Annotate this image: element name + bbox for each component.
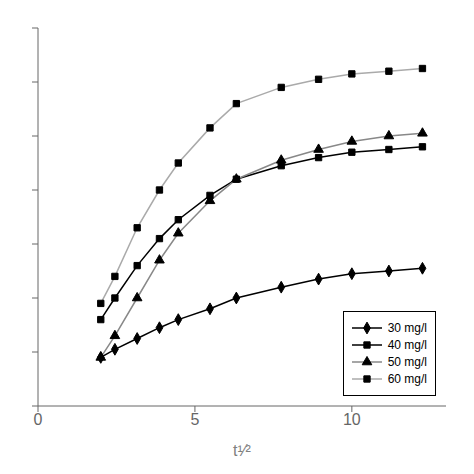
svg-text:0: 0 [34, 411, 43, 428]
html-text:60 mg/l: 60 mg/l [387, 372, 427, 386]
svg-text:t¹⁄²: t¹⁄² [233, 442, 251, 459]
svg-text:10: 10 [343, 411, 361, 428]
html-text:40 mg/l: 40 mg/l [387, 338, 427, 352]
html-text:50 mg/l: 50 mg/l [387, 355, 427, 369]
svg-text:5: 5 [190, 411, 199, 428]
html-text:30 mg/l: 30 mg/l [387, 321, 427, 335]
